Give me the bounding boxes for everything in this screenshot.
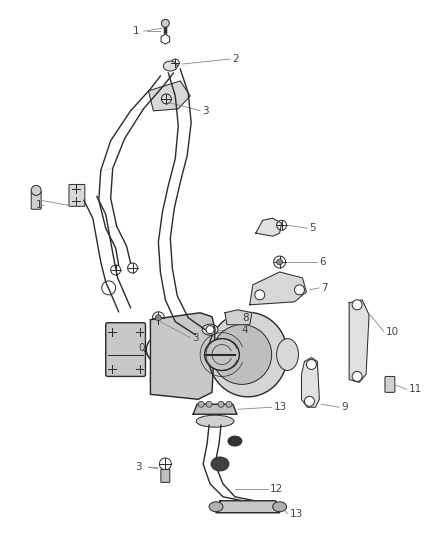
Ellipse shape xyxy=(202,324,218,335)
Circle shape xyxy=(198,401,204,407)
Circle shape xyxy=(277,259,283,265)
FancyBboxPatch shape xyxy=(106,322,145,376)
Ellipse shape xyxy=(211,457,229,471)
Polygon shape xyxy=(216,501,279,513)
Polygon shape xyxy=(349,300,369,382)
Text: 3: 3 xyxy=(202,106,209,116)
Text: 3: 3 xyxy=(135,462,142,472)
Circle shape xyxy=(206,326,214,334)
Text: 0: 0 xyxy=(138,343,145,352)
Ellipse shape xyxy=(163,61,177,71)
Ellipse shape xyxy=(205,338,240,370)
Ellipse shape xyxy=(208,312,288,397)
Text: 5: 5 xyxy=(309,223,316,233)
Text: 11: 11 xyxy=(409,384,422,394)
Polygon shape xyxy=(148,81,190,111)
Text: 1: 1 xyxy=(36,200,43,211)
Circle shape xyxy=(352,300,362,310)
Text: 9: 9 xyxy=(341,402,348,412)
Circle shape xyxy=(161,19,170,27)
Circle shape xyxy=(304,397,314,406)
Text: 2: 2 xyxy=(232,54,239,64)
Circle shape xyxy=(206,401,212,407)
Circle shape xyxy=(307,360,316,369)
Circle shape xyxy=(352,372,362,382)
Ellipse shape xyxy=(196,415,234,427)
Circle shape xyxy=(218,401,224,407)
Polygon shape xyxy=(193,404,237,414)
Circle shape xyxy=(255,290,265,300)
Ellipse shape xyxy=(209,502,223,512)
FancyBboxPatch shape xyxy=(69,184,85,206)
Text: 12: 12 xyxy=(270,484,283,494)
Polygon shape xyxy=(150,313,215,399)
Circle shape xyxy=(294,285,304,295)
Circle shape xyxy=(226,401,232,407)
Text: 8: 8 xyxy=(242,313,248,323)
Text: 13: 13 xyxy=(274,402,287,412)
Circle shape xyxy=(155,315,161,321)
Text: 1: 1 xyxy=(133,26,139,36)
FancyBboxPatch shape xyxy=(385,376,395,392)
Text: 6: 6 xyxy=(319,257,326,267)
Text: 13: 13 xyxy=(290,508,303,519)
Polygon shape xyxy=(225,310,252,325)
Text: 7: 7 xyxy=(321,283,328,293)
Ellipse shape xyxy=(277,338,298,370)
Polygon shape xyxy=(256,218,282,236)
Text: 4: 4 xyxy=(242,325,248,335)
Text: 3: 3 xyxy=(192,333,199,343)
FancyBboxPatch shape xyxy=(31,191,41,209)
Polygon shape xyxy=(161,34,170,44)
FancyBboxPatch shape xyxy=(161,470,170,482)
Text: 10: 10 xyxy=(386,327,399,337)
Circle shape xyxy=(31,185,41,196)
Ellipse shape xyxy=(228,436,242,446)
Polygon shape xyxy=(301,358,319,407)
Polygon shape xyxy=(250,272,307,305)
Circle shape xyxy=(212,325,272,384)
Ellipse shape xyxy=(273,502,286,512)
